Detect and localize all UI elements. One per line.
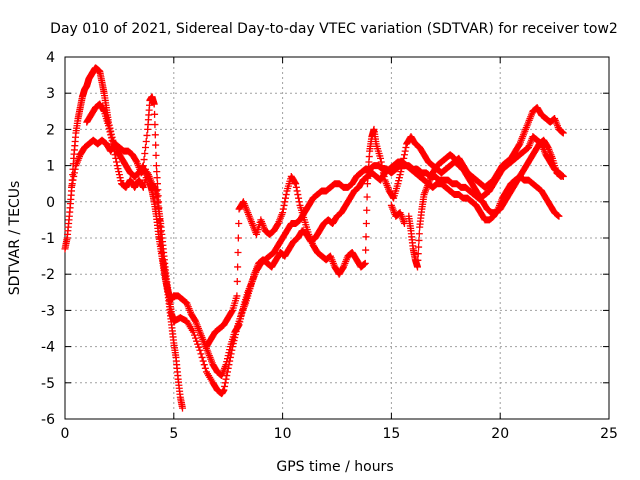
y-tick-labels: -6 -5 -4 -3 -2 -1 0 1 2 3 4 — [41, 50, 55, 428]
y-axis-label: SDTVAR / TECUs — [7, 181, 23, 296]
series-track-e — [387, 133, 567, 271]
grid-lines — [65, 57, 609, 419]
series-track-c — [83, 100, 563, 398]
y-tick-label: -6 — [41, 412, 55, 428]
data-point-markers — [68, 136, 565, 380]
y-tick-label: 3 — [46, 86, 55, 102]
series-track-d — [202, 104, 567, 351]
chart-title: Day 010 of 2021, Sidereal Day-to-day VTE… — [50, 21, 618, 37]
x-tick-label: 10 — [274, 426, 292, 442]
data-point-markers — [387, 133, 567, 271]
series-track-b — [68, 136, 565, 380]
x-tick-label: 0 — [61, 426, 70, 442]
y-tick-label: 4 — [46, 50, 55, 66]
y-tick-label: 0 — [46, 195, 55, 211]
y-tick-label: -4 — [41, 340, 55, 356]
x-tick-label: 15 — [382, 426, 400, 442]
data-point-markers — [83, 100, 563, 398]
x-tick-labels: 0 5 10 15 20 25 — [61, 426, 618, 442]
y-tick-label: 2 — [46, 122, 55, 138]
y-tick-label: -1 — [41, 231, 55, 247]
y-tick-label: 1 — [46, 159, 55, 175]
y-tick-label: -3 — [41, 303, 55, 319]
x-tick-label: 20 — [491, 426, 509, 442]
y-tick-label: -5 — [41, 376, 55, 392]
x-tick-label: 25 — [600, 426, 618, 442]
y-tick-label: -2 — [41, 267, 55, 283]
axis-ticks — [64, 56, 610, 420]
data-points — [61, 64, 567, 412]
x-tick-label: 5 — [169, 426, 178, 442]
data-point-markers — [202, 104, 567, 351]
x-axis-label: GPS time / hours — [276, 459, 393, 475]
